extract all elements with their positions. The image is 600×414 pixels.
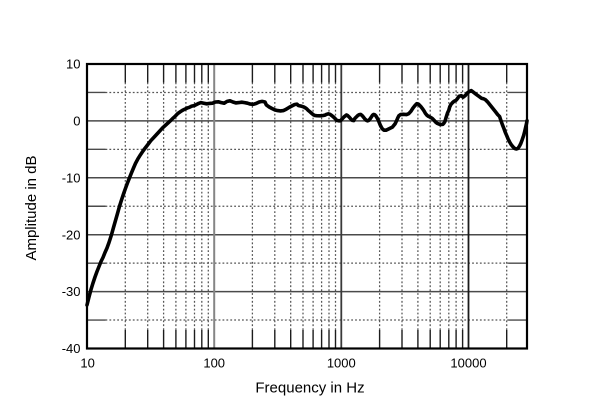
svg-text:-10: -10	[62, 170, 81, 185]
svg-text:1000: 1000	[327, 356, 356, 371]
svg-text:0: 0	[73, 114, 80, 129]
svg-text:Amplitude in dB: Amplitude in dB	[23, 155, 40, 260]
svg-text:Frequency in Hz: Frequency in Hz	[255, 380, 364, 397]
svg-text:-30: -30	[62, 284, 81, 299]
svg-text:10: 10	[66, 57, 80, 72]
svg-text:10000: 10000	[450, 356, 486, 371]
svg-text:-20: -20	[62, 227, 81, 242]
svg-text:-40: -40	[62, 341, 81, 356]
svg-text:100: 100	[203, 356, 225, 371]
svg-text:10: 10	[80, 356, 94, 371]
